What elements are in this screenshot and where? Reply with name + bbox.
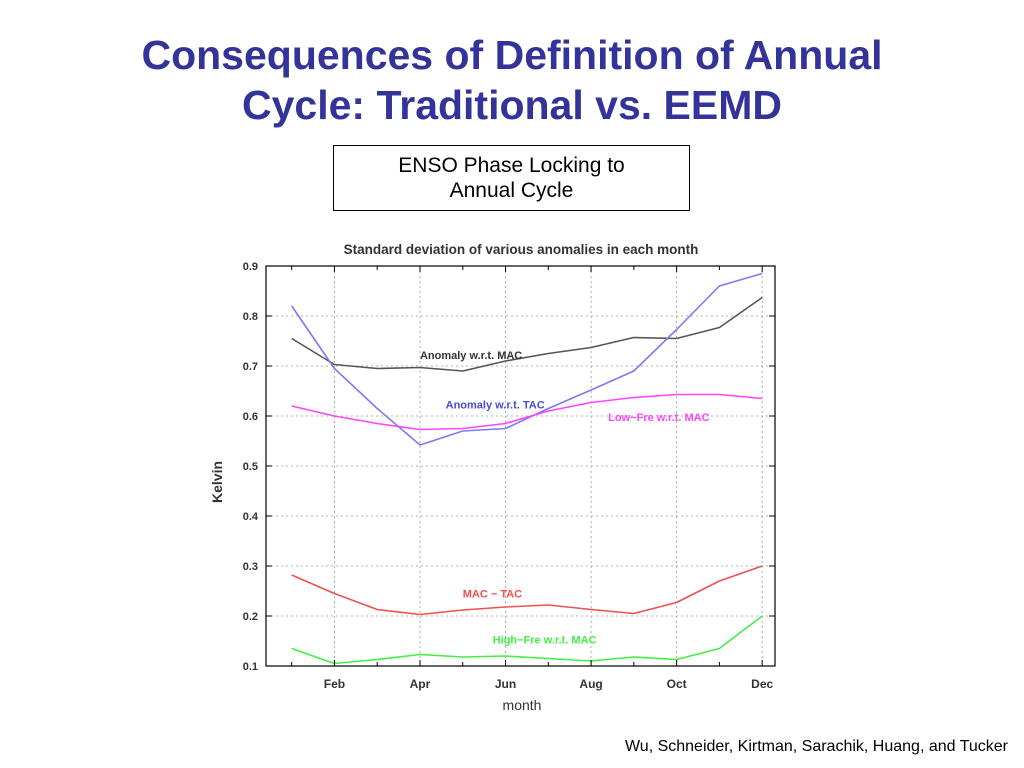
plot-frame	[265, 265, 776, 667]
series-line-4	[291, 565, 763, 616]
y-tick-label: 0.8	[243, 311, 258, 323]
chart-background	[200, 232, 800, 722]
series-label-1: Anomaly w.r.t. MAC	[420, 350, 522, 362]
y-tick-label: 0.9	[243, 261, 258, 273]
series-label-4: MAC − TAC	[463, 589, 522, 601]
y-tick-label: 0.7	[243, 361, 258, 373]
series-label-2: Anomaly w.r.t. TAC	[446, 400, 545, 412]
callout-line1: ENSO Phase Locking to	[398, 154, 625, 177]
attribution: Wu, Schneider, Kirtman, Sarachik, Huang,…	[624, 738, 1008, 755]
series-label-3: Low−Fre w.r.t. MAC	[608, 412, 709, 424]
slide-title-line1: Consequences of Definition of Annual	[141, 32, 883, 78]
series-line-2	[291, 272, 763, 446]
slide-title: Consequences of Definition of Annual Cyc…	[40, 30, 984, 130]
series-line-5	[291, 615, 763, 665]
y-tick-label: 0.6	[243, 411, 258, 423]
callout-box: ENSO Phase Locking to Annual Cycle	[333, 145, 690, 211]
x-tick-label: Apr	[410, 677, 431, 691]
y-tick-label: 0.5	[243, 461, 258, 473]
std-dev-line-chart: Standard deviation of various anomalies …	[200, 232, 800, 722]
x-tick-label: Jun	[495, 677, 516, 691]
series-label-5: High−Fre w.r.t. MAC	[493, 635, 597, 647]
x-tick-label: Oct	[667, 677, 687, 691]
x-tick-label: Feb	[324, 677, 345, 691]
x-axis-label: month	[503, 697, 542, 713]
slide-title-line2: Cycle: Traditional vs. EEMD	[242, 82, 782, 128]
x-tick-label: Aug	[579, 677, 602, 691]
series-line-1	[291, 296, 763, 372]
y-tick-label: 0.3	[243, 561, 258, 573]
annotations: Anomaly w.r.t. MAC Anomaly w.r.t. TAC Low−…	[420, 350, 710, 647]
x-tick-label: Dec	[751, 677, 773, 691]
axes: 0.1 0.2 0.3 0.4 0.5 0.6 0.7 0.8 0.9 Feb Apr Jun Aug O…	[243, 261, 776, 691]
series-line-3	[291, 393, 763, 431]
y-axis-label: Kelvin	[209, 461, 225, 503]
y-tick-label: 0.1	[243, 661, 258, 673]
y-tick-label: 0.2	[243, 611, 258, 623]
callout-line2: Annual Cycle	[449, 179, 574, 202]
y-tick-label: 0.4	[243, 511, 259, 523]
series-lines	[291, 272, 763, 665]
grid	[266, 265, 775, 667]
chart-title: Standard deviation of various anomalies …	[344, 242, 699, 257]
